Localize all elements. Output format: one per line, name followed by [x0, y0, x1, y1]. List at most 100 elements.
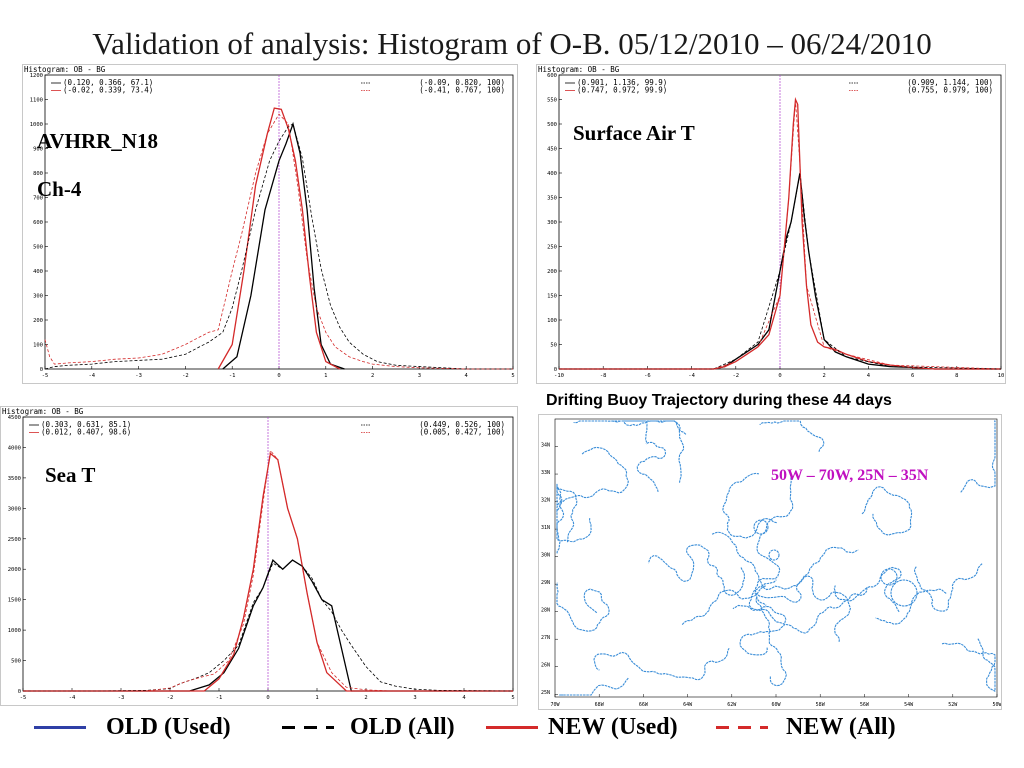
stats-right-text: (-0.41, 0.767, 100) [419, 86, 505, 95]
lon-label: 62W [727, 702, 737, 708]
lat-label: 29N [541, 580, 550, 586]
x-tick-label: 8 [955, 373, 958, 379]
x-tick-label: -4 [88, 373, 95, 379]
buoy-track [722, 472, 777, 539]
buoy-track [711, 531, 859, 591]
legend-swatch-old-all [282, 726, 334, 729]
y-tick-label: 500 [547, 122, 557, 128]
buoy-track [861, 486, 913, 536]
buoy-track [754, 477, 794, 606]
x-tick-label: -8 [600, 373, 607, 379]
x-tick-label: -5 [42, 373, 49, 379]
x-tick-label: -1 [229, 373, 236, 379]
lon-label: 64W [683, 702, 693, 708]
buoy-trajectory-map: 34N 33N 32N 31N 30N 29N 28N 27N 26N 25N 70W 68W 66W 6… [538, 414, 1003, 710]
x-tick-label: -10 [554, 373, 564, 379]
y-tick-label: 300 [547, 220, 557, 226]
map-title: Drifting Buoy Trajectory during these 44… [546, 392, 892, 409]
buoy-loop [890, 579, 918, 607]
y-tick-label: 100 [547, 318, 557, 324]
stats-right-text: (0.909, 1.144, 100) [907, 78, 993, 87]
lat-label: 26N [541, 663, 550, 669]
y-tick-label: 500 [33, 245, 43, 251]
y-tick-label: 500 [11, 659, 21, 665]
stats-left-text: (0.120, 0.366, 67.1) [63, 78, 153, 87]
histogram-panel-sea-t: 0 500 1000 1500 2000 2500 3000 3500 4000 4500 -5 -4… [0, 406, 518, 706]
y-tick-label: 800 [33, 171, 43, 177]
x-tick-label: 4 [465, 373, 469, 379]
buoy-track [556, 582, 610, 632]
lon-label: 66W [639, 702, 649, 708]
y-tick-label: 550 [547, 98, 557, 104]
y-tick-label: 350 [547, 196, 557, 202]
series-line-1 [217, 107, 341, 370]
buoy-track [753, 575, 851, 642]
chart-annotation: Ch-4 [37, 177, 82, 201]
series-line-1 [559, 96, 1001, 370]
histogram-chart-surface-air-t: 050100150200250300350400450500550600-10-… [538, 65, 1005, 379]
x-tick-label: 4 [867, 373, 871, 379]
lon-label: 60W [771, 702, 781, 708]
buoy-loop [768, 549, 780, 561]
y-tick-label: 900 [33, 147, 43, 153]
y-tick-label: 250 [547, 245, 557, 251]
y-tick-label: 1500 [8, 598, 21, 604]
lat-label: 30N [541, 553, 550, 559]
x-tick-label: -2 [182, 373, 189, 379]
histogram-header: Histogram: OB - BG [538, 65, 620, 74]
buoy-track [556, 485, 592, 543]
buoy-track [593, 647, 730, 681]
lat-label: 25N [541, 690, 550, 696]
y-tick-label: 150 [547, 294, 557, 300]
y-tick-label: 400 [547, 171, 557, 177]
lat-label: 27N [541, 635, 550, 641]
x-tick-label: 2 [371, 373, 374, 379]
y-tick-label: 200 [547, 269, 557, 275]
series-line-3 [44, 113, 513, 370]
x-tick-label: -2 [167, 695, 174, 701]
y-tick-label: 0 [18, 689, 21, 695]
buoy-track [558, 677, 629, 696]
series-line-2 [559, 173, 1002, 370]
y-tick-label: 600 [33, 220, 43, 226]
legend-swatch-old-used [34, 726, 86, 729]
buoy-track [759, 420, 825, 452]
x-tick-label: -3 [118, 695, 125, 701]
x-tick-label: 5 [511, 695, 514, 701]
stats-right-text: (-0.09, 0.820, 100) [419, 78, 505, 87]
x-tick-label: 0 [266, 695, 269, 701]
y-tick-label: 200 [33, 318, 43, 324]
x-tick-label: 0 [277, 373, 280, 379]
legend-swatch-new-used [486, 726, 538, 729]
buoy-track [636, 441, 667, 493]
slide-title: Validation of analysis: Histogram of O-B… [92, 26, 932, 61]
histogram-header: Histogram: OB - BG [24, 65, 106, 74]
stats-left-text: (0.012, 0.407, 98.6) [41, 428, 131, 437]
x-tick-label: 10 [998, 373, 1005, 379]
histogram-header: Histogram: OB - BG [2, 407, 84, 416]
y-tick-label: 1200 [30, 73, 43, 79]
lon-label: 54W [904, 702, 914, 708]
legend-label-old-all: OLD (All) [350, 714, 455, 740]
y-tick-label: 3000 [8, 506, 21, 512]
x-tick-label: -3 [135, 373, 142, 379]
histogram-panel-surface-air-t: 0 50 100 150 200 250 300 350 400 450 500 550 600 -10-… [536, 64, 1006, 384]
buoy-track [647, 544, 746, 596]
histogram-panel-avhrr: 0 100 200 300 400 500 600 700 800 900 1000 1100 1200… [22, 64, 518, 384]
chart-annotation: Surface Air T [573, 121, 695, 145]
chart-annotation: AVHRR_N18 [37, 129, 158, 153]
legend-label-new-used: NEW (Used) [548, 714, 678, 740]
chart-annotation: Sea T [45, 463, 96, 487]
x-tick-label: 1 [324, 373, 327, 379]
map-region-label: 50W – 70W, 25N – 35N [771, 467, 929, 484]
x-tick-label: 0 [778, 373, 781, 379]
stats-right-text: (0.005, 0.427, 100) [419, 428, 505, 437]
stats-left-text: (-0.02, 0.339, 73.4) [63, 86, 153, 95]
legend-label-new-all: NEW (All) [786, 714, 896, 740]
legend-swatch-new-all [716, 726, 768, 729]
lat-label: 31N [541, 525, 550, 531]
y-tick-label: 600 [547, 73, 557, 79]
series-line-3 [559, 100, 1002, 370]
y-tick-label: 2000 [8, 567, 21, 573]
